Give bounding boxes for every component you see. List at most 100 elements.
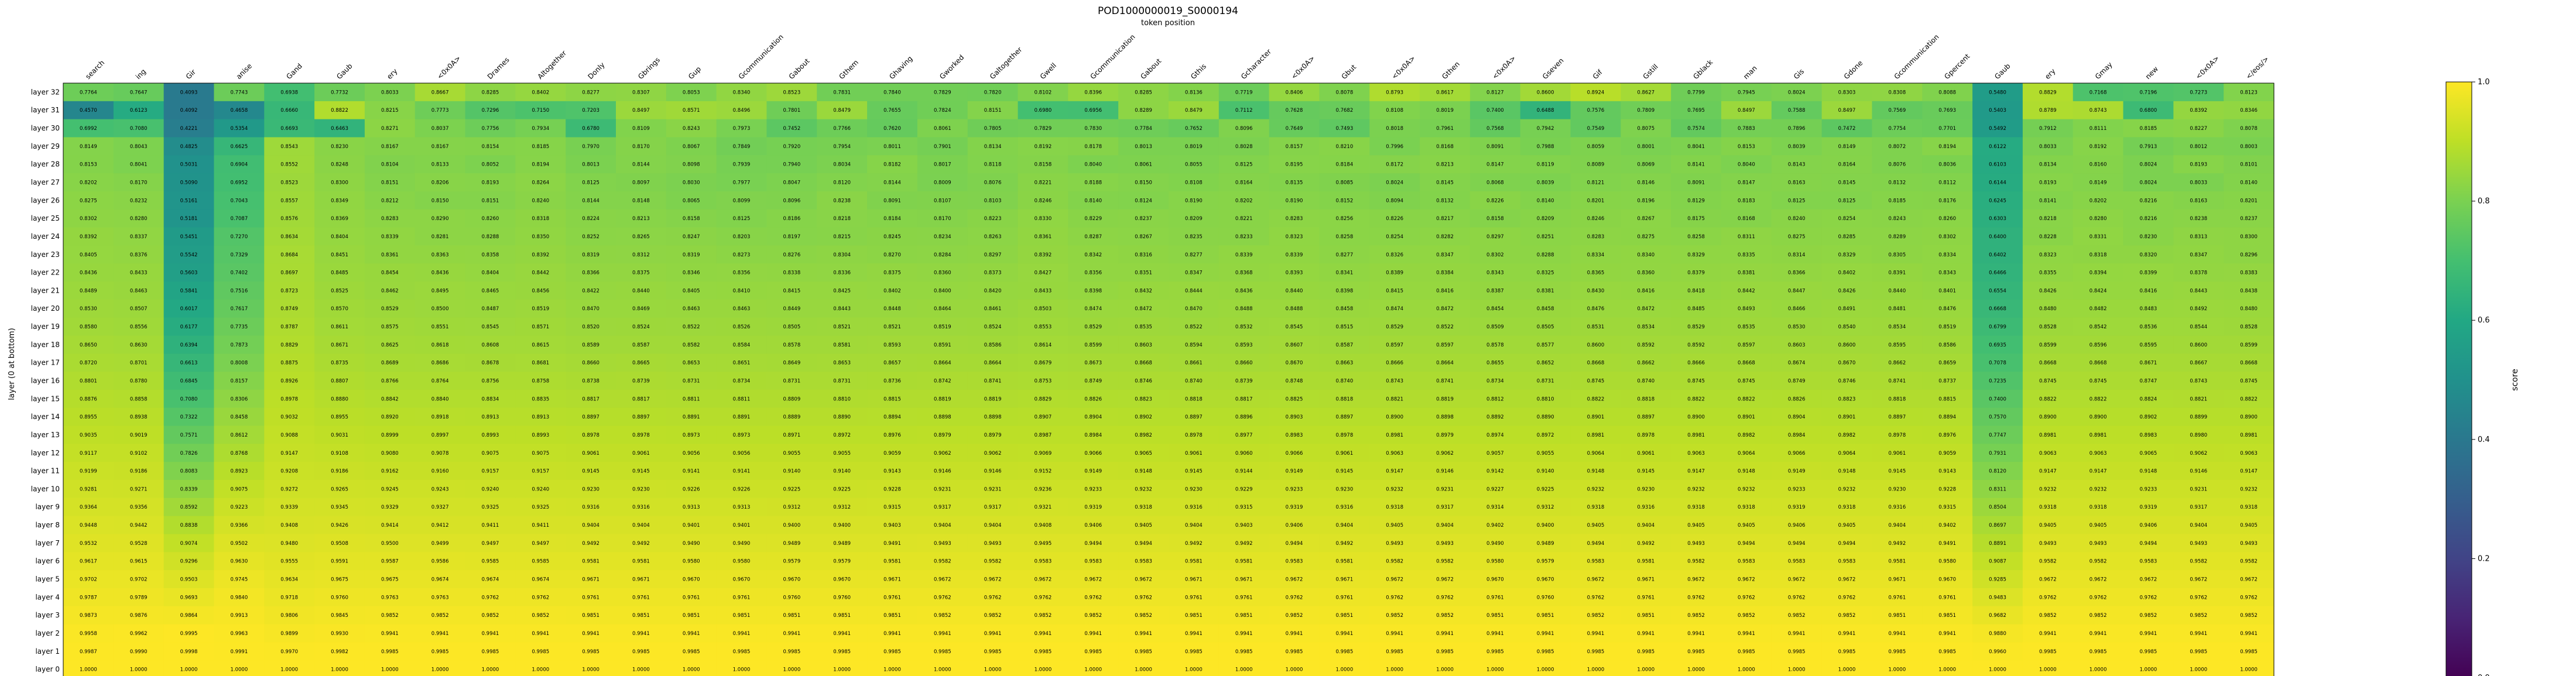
- cell-value-label: 0.8218: [833, 216, 851, 222]
- cell-value-label: 0.9985: [1286, 649, 1303, 655]
- heatmap-cell: [264, 335, 315, 354]
- cell-value-label: 0.8024: [2140, 180, 2157, 186]
- heatmap-cell: [2123, 354, 2174, 372]
- cell-value-label: 0.9985: [482, 649, 499, 655]
- cell-value-label: 0.8340: [1637, 252, 1654, 258]
- cell-value-label: 0.8822: [1738, 396, 1755, 402]
- cell-value-label: 0.9032: [280, 414, 298, 420]
- cell-value-label: 0.8526: [733, 324, 751, 330]
- cell-value-label: 0.8197: [783, 234, 800, 240]
- cell-value-label: 0.8283: [1587, 234, 1605, 240]
- cell-value-label: 0.8667: [2190, 361, 2207, 366]
- cell-value-label: 0.9228: [883, 486, 901, 492]
- heatmap-cell: [1319, 407, 1370, 427]
- cell-value-label: 1.0000: [532, 667, 549, 673]
- cell-value-label: 0.8226: [1386, 216, 1403, 222]
- cell-value-label: 0.8918: [431, 414, 449, 420]
- cell-value-label: 0.9852: [1587, 613, 1605, 619]
- cell-value-label: 1.0000: [1788, 667, 1806, 673]
- cell-value-label: 0.8188: [1084, 180, 1102, 186]
- cell-value-label: 0.9157: [532, 469, 549, 475]
- heatmap-cell: [1319, 155, 1370, 174]
- cell-value-label: 0.9145: [582, 469, 600, 475]
- heatmap-cell: [967, 209, 1019, 228]
- cell-value-label: 0.9852: [2039, 613, 2057, 619]
- cell-value-label: 0.8532: [1235, 324, 1253, 330]
- cell-value-label: 0.9055: [833, 451, 851, 457]
- cell-value-label: 0.9318: [1838, 505, 1856, 510]
- cell-value-label: 0.8993: [532, 433, 549, 438]
- cell-value-label: 0.9492: [1335, 541, 1353, 547]
- cell-value-label: 0.9985: [2190, 649, 2207, 655]
- heatmap-cell: [1068, 263, 1119, 282]
- heatmap-cell: [2173, 263, 2224, 282]
- cell-value-label: 0.9493: [1687, 541, 1705, 547]
- heatmap-cell: [1319, 317, 1370, 337]
- cell-value-label: 0.7574: [1687, 126, 1705, 132]
- cell-value-label: 0.9876: [130, 613, 148, 619]
- heatmap-cell: [917, 119, 968, 138]
- x-tick-label: Gbrings: [636, 56, 662, 81]
- heatmap-cell: [1520, 407, 1571, 427]
- cell-value-label: 0.8433: [1034, 288, 1052, 294]
- heatmap-cell: [1118, 335, 1169, 354]
- cell-value-label: 0.9140: [1537, 469, 1554, 475]
- heatmap-cell: [666, 173, 717, 192]
- cell-value-label: 0.9941: [1135, 631, 1152, 637]
- heatmap-cell: [1771, 263, 1823, 282]
- heatmap-cell: [1570, 245, 1621, 264]
- cell-value-label: 0.8125: [1788, 198, 1806, 204]
- cell-value-label: 0.8099: [733, 198, 751, 204]
- heatmap-cell: [113, 119, 165, 138]
- cell-value-label: 0.8267: [1135, 234, 1152, 240]
- heatmap-cell: [314, 354, 365, 372]
- cell-value-label: 0.9583: [1084, 559, 1102, 565]
- cell-value-label: 0.8040: [1084, 162, 1102, 168]
- cell-value-label: 0.6952: [230, 180, 248, 186]
- cell-value-label: 0.8543: [280, 144, 298, 150]
- cell-value-label: 0.8246: [1034, 198, 1052, 204]
- heatmap-cell: [917, 282, 968, 300]
- heatmap-cell: [364, 227, 416, 246]
- cell-value-label: 0.7754: [1888, 126, 1906, 132]
- heatmap-cell: [2123, 317, 2174, 337]
- cell-value-label: 0.9149: [1788, 469, 1806, 475]
- cell-value-label: 0.7784: [1135, 126, 1152, 132]
- heatmap-cell: [1319, 389, 1370, 409]
- cell-value-label: 0.8341: [1335, 270, 1353, 276]
- cell-value-label: 0.8470: [1185, 306, 1203, 312]
- cell-value-label: 0.8519: [532, 306, 549, 312]
- cell-value-label: 0.9232: [1386, 486, 1403, 492]
- heatmap-cell: [1972, 282, 2023, 300]
- cell-value-label: 0.8076: [984, 180, 1002, 186]
- heatmap-cell: [1420, 317, 1471, 337]
- heatmap-cell: [616, 389, 667, 409]
- cell-value-label: 0.8140: [1084, 198, 1102, 204]
- cell-value-label: 0.8542: [2089, 324, 2107, 330]
- cell-value-label: 0.9149: [1286, 469, 1303, 475]
- cell-value-label: 0.8723: [280, 288, 298, 294]
- cell-value-label: 0.9762: [1838, 595, 1856, 600]
- cell-value-label: 0.9088: [280, 433, 298, 438]
- cell-value-label: 0.8818: [1335, 396, 1353, 402]
- cell-value-label: 0.7829: [934, 90, 951, 95]
- cell-value-label: 0.8355: [2039, 270, 2057, 276]
- cell-value-label: 0.9762: [1687, 595, 1705, 600]
- cell-value-label: 0.8366: [582, 270, 600, 276]
- heatmap-cell: [163, 83, 215, 102]
- cell-value-label: 0.9852: [1788, 613, 1806, 619]
- cell-value-label: 0.4221: [180, 126, 198, 132]
- cell-value-label: 0.8829: [280, 342, 298, 348]
- heatmap-cell: [2022, 209, 2074, 228]
- heatmap-cell: [1972, 425, 2023, 444]
- cell-value-label: 0.8202: [1235, 198, 1253, 204]
- cell-value-label: 0.8329: [1838, 252, 1856, 258]
- cell-value-label: 0.8544: [2190, 324, 2207, 330]
- heatmap-cell: [113, 425, 165, 444]
- cell-value-label: 0.9851: [632, 613, 650, 619]
- cell-value-label: 0.8822: [2240, 396, 2258, 402]
- cell-value-label: 0.7270: [230, 234, 248, 240]
- y-tick-label: layer 17: [31, 359, 60, 367]
- cell-value-label: 0.9318: [2240, 505, 2258, 510]
- cell-value-label: 0.9581: [1185, 559, 1203, 565]
